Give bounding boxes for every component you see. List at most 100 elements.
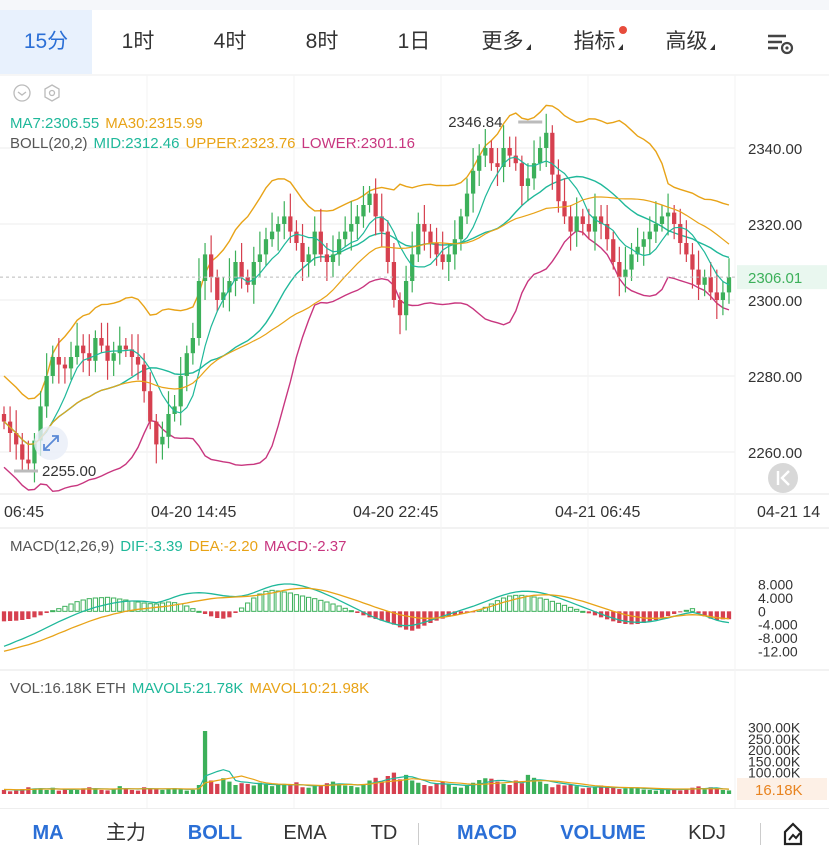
indicator-td[interactable]: TD (370, 822, 398, 844)
volume-bar (184, 790, 189, 794)
candle-body (538, 148, 543, 164)
volume-bar (190, 789, 195, 794)
candle-body (672, 212, 677, 224)
expand-icon[interactable] (34, 426, 68, 460)
indicator-boll[interactable]: BOLL (187, 822, 243, 844)
indicator-ma[interactable]: MA (32, 822, 64, 844)
volume-bar (574, 786, 579, 794)
volume-bar (251, 785, 256, 794)
macd-bar (617, 611, 622, 623)
macd-bar (361, 611, 366, 616)
candle-body (178, 376, 183, 407)
candle-body (361, 205, 366, 217)
macd-bar (543, 598, 549, 612)
macd-bar (434, 611, 439, 621)
legend-dea: DEA:-2.20 (188, 538, 258, 555)
indicator-main-force[interactable]: 主力 (106, 822, 146, 844)
volume-bar (519, 783, 524, 794)
volume-bar (74, 789, 80, 794)
volume-bar (221, 778, 226, 794)
volume-bar (513, 780, 518, 794)
high-marker-label: 2346.84 (448, 114, 502, 131)
scroll-latest-icon[interactable] (768, 463, 798, 493)
tab-indicators[interactable]: 指标 (552, 10, 644, 74)
candle-body (20, 444, 25, 460)
macd-legend: MACD(12,26,9) DIF:-3.39 DEA:-2.20 MACD:-2.3… (10, 538, 352, 555)
candle-body (355, 216, 360, 224)
y-tick-label: 2340.00 (748, 141, 802, 158)
volume-bar (659, 789, 665, 794)
candle-body (452, 239, 457, 255)
indicator-ema[interactable]: EMA (283, 822, 327, 844)
indicator-kdj[interactable]: KDJ (688, 822, 726, 844)
macd-bar (574, 608, 580, 612)
y-tick-label: 2320.00 (748, 217, 802, 234)
volume-bar (647, 789, 652, 794)
chart-canvas[interactable]: 2340.00 2320.00 2300.00 2280.00 2260.00 06:45… (0, 0, 829, 808)
tab-8h[interactable]: 8时 (305, 30, 339, 53)
tab-1d[interactable]: 1日 (397, 30, 431, 53)
macd-bar (611, 611, 616, 622)
boll-mid-line (3, 175, 730, 446)
macd-bar (86, 598, 92, 612)
legend-upper: UPPER:2323.76 (185, 135, 296, 152)
volume-bar (544, 783, 549, 794)
volume-bar (257, 782, 263, 794)
tab-advanced[interactable]: 高级 (644, 10, 736, 74)
tab-15m[interactable]: 15分 (0, 10, 92, 74)
chart-settings-icon[interactable] (763, 28, 797, 58)
macd-bar (287, 592, 293, 612)
volume-bar (562, 785, 567, 794)
macd-bar (561, 604, 568, 612)
macd-bar (672, 611, 677, 614)
volume-bar (26, 787, 31, 794)
tab-more[interactable]: 更多 (460, 10, 552, 74)
tab-4h[interactable]: 4时 (213, 30, 247, 53)
macd-tick-label: -12.00 (758, 643, 798, 659)
candle-body (623, 269, 628, 278)
volume-tick-label: 250.00K (748, 731, 801, 747)
volume-bar (672, 789, 677, 794)
settings-hex-icon[interactable] (44, 84, 60, 102)
tab-1h[interactable]: 1时 (121, 30, 155, 53)
indicator-macd[interactable]: MACD (457, 822, 517, 844)
volume-bar (477, 780, 482, 794)
candle-body (245, 277, 250, 285)
volume-bar (501, 783, 506, 794)
candle-body (336, 239, 342, 255)
candle-body (81, 345, 86, 354)
volume-bar (166, 789, 171, 794)
volume-bar (586, 787, 592, 794)
indicator-volume[interactable]: VOLUME (560, 822, 646, 844)
current-price-tag (737, 265, 827, 290)
volume-bar (312, 786, 317, 794)
macd-bar (428, 611, 433, 623)
collapse-icon[interactable] (13, 84, 31, 102)
macd-bar (68, 603, 74, 612)
candle-body (93, 338, 98, 361)
chevron-down-icon (17, 91, 27, 96)
candle-body (489, 148, 494, 164)
macd-bar (385, 611, 390, 623)
indicator-bar: MA 主力 BOLL EMA TD MACD VOLUME KDJ (0, 808, 829, 858)
candle-body (629, 254, 634, 270)
macd-bar (567, 606, 574, 612)
macd-bar (689, 608, 696, 612)
candle-body (470, 170, 476, 194)
volume-bar (525, 774, 531, 794)
volume-bar (99, 789, 104, 794)
macd-bar (32, 611, 37, 618)
drawing-tool-icon[interactable] (780, 819, 810, 849)
macd-tick-label: -8.000 (758, 630, 798, 646)
candle-body (653, 224, 659, 232)
volume-bar (635, 788, 640, 794)
volume-bar (50, 787, 55, 794)
macd-bar (1, 611, 7, 622)
macd-bar (324, 601, 330, 612)
macd-bar (80, 599, 86, 612)
volume-bar (379, 781, 384, 794)
volume-bar (495, 781, 500, 794)
volume-bar (56, 790, 61, 794)
volume-bar (276, 785, 281, 794)
volume-bar (385, 776, 390, 794)
